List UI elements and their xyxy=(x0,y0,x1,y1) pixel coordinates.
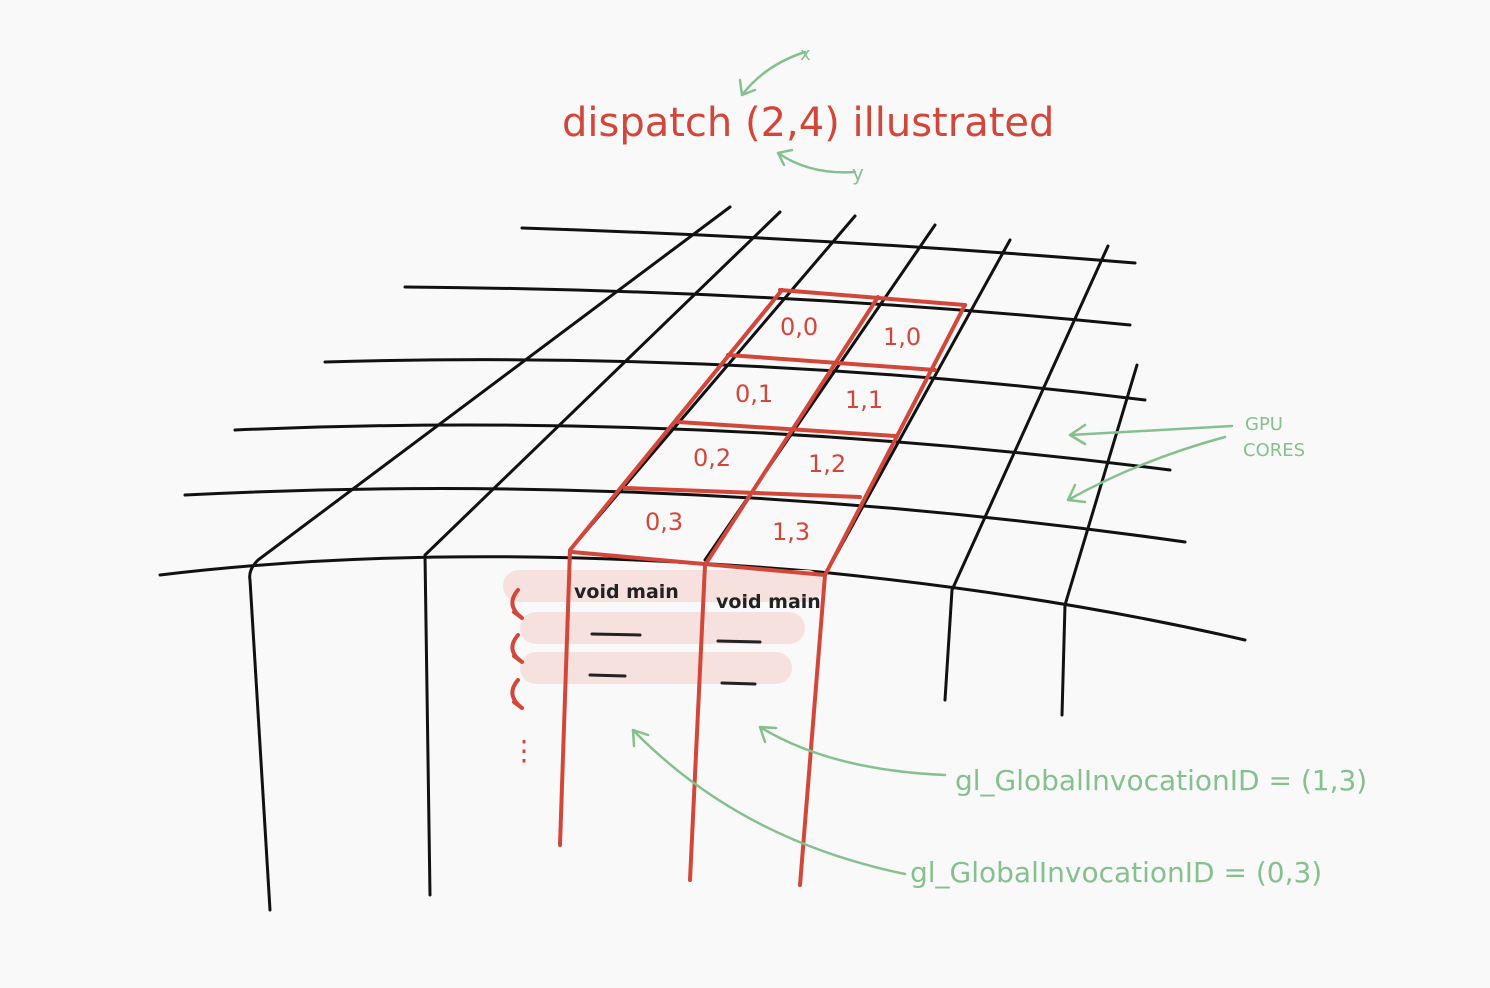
cell-label: 0,2 xyxy=(693,444,731,472)
code-line-left: void main xyxy=(574,581,679,603)
gpu-cores-annotation: GPU CORES xyxy=(1066,414,1305,504)
grid-col-line xyxy=(943,244,1110,702)
thread-column-line xyxy=(688,295,880,882)
highlight-band xyxy=(520,612,805,644)
cell-label: 1,3 xyxy=(772,518,810,546)
cell-label: 0,3 xyxy=(645,508,683,536)
invocation-label-right: gl_GlobalInvocationID = (1,3) xyxy=(955,764,1367,797)
cell-labels: 0,0 1,0 0,1 1,1 0,2 1,2 0,3 1,3 xyxy=(645,313,921,546)
highlight-band xyxy=(520,652,792,684)
cell-label: 0,1 xyxy=(735,380,773,408)
y-arrow xyxy=(776,148,857,174)
arrow-icon xyxy=(631,728,907,876)
grid-row-line xyxy=(183,487,1187,544)
grid-col-line xyxy=(423,210,782,897)
x-arrow xyxy=(738,50,807,97)
grid-row-line xyxy=(233,423,1172,472)
invocation-annotations: gl_GlobalInvocationID = (1,3) gl_GlobalI… xyxy=(631,725,1367,889)
cell-label: 1,0 xyxy=(883,323,921,351)
grid-col-line xyxy=(248,205,732,912)
arrow-icon xyxy=(758,725,947,777)
cell-label: 1,2 xyxy=(808,450,846,478)
grid-row-line xyxy=(158,555,1247,642)
diagram-title: dispatch (2,4) illustrated xyxy=(562,100,1054,146)
code-dashes xyxy=(588,632,762,686)
ellipsis: ⋮ xyxy=(510,734,538,767)
arrow-icon xyxy=(1066,435,1227,504)
gpu-cores-label-2: CORES xyxy=(1243,440,1305,461)
cell-label: 0,0 xyxy=(780,313,818,341)
highlight-band xyxy=(503,570,823,602)
grid-col-line xyxy=(1060,363,1139,717)
invocation-label-left: gl_GlobalInvocationID = (0,3) xyxy=(910,856,1322,889)
y-axis-label: y xyxy=(852,161,864,185)
cell-label: 1,1 xyxy=(845,386,883,414)
grid-row-line xyxy=(323,358,1147,402)
shader-code: void main void main xyxy=(574,581,821,613)
code-highlight xyxy=(503,570,823,684)
loop-arrows-icon xyxy=(510,588,524,710)
dispatch-workgroups xyxy=(558,288,967,887)
thread-column-line xyxy=(558,288,784,847)
code-line-right: void main xyxy=(716,591,821,613)
arrow-icon xyxy=(1068,423,1234,446)
grid-row-line xyxy=(520,226,1137,265)
x-axis-label: x xyxy=(800,44,811,65)
thread-column-line xyxy=(798,303,967,887)
gpu-core-grid xyxy=(158,205,1247,912)
gpu-cores-label-1: GPU xyxy=(1245,414,1283,435)
